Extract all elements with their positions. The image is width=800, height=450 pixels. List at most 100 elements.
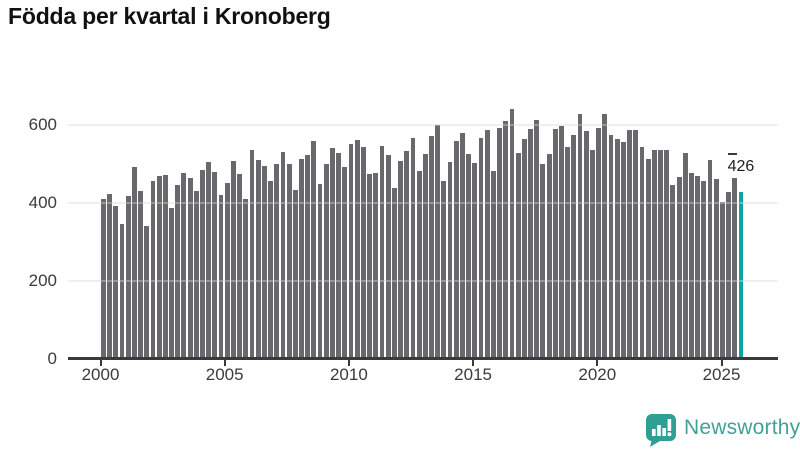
bar xyxy=(546,154,552,359)
chart-title: Födda per kvartal i Kronoberg xyxy=(8,3,331,29)
bar xyxy=(416,170,422,359)
bar xyxy=(336,153,342,359)
bar xyxy=(193,190,199,359)
bar xyxy=(447,162,453,359)
gridline-overlay-y-200 xyxy=(68,279,778,282)
newsworthy-logo: Newsworthy xyxy=(645,413,800,447)
bar xyxy=(713,178,719,359)
bar xyxy=(540,163,546,359)
value-label-dash xyxy=(727,153,737,156)
gridline-overlay-y-600 xyxy=(68,123,778,126)
bar xyxy=(484,129,490,359)
x-axis-tick xyxy=(596,359,599,366)
bar xyxy=(571,134,577,359)
bar xyxy=(360,146,366,359)
bar xyxy=(478,137,484,359)
icon-bar-2 xyxy=(657,424,661,436)
bar xyxy=(367,174,372,359)
bar xyxy=(534,120,540,359)
bar xyxy=(317,184,323,359)
bar xyxy=(292,189,298,359)
bar-value-label: 426 xyxy=(727,158,755,176)
y-axis-tick-label: 600 xyxy=(28,114,57,134)
bar xyxy=(162,175,168,359)
bar xyxy=(385,155,391,359)
bar xyxy=(720,201,725,359)
bar xyxy=(689,172,694,359)
bar xyxy=(237,174,243,359)
bar xyxy=(404,151,410,359)
bar xyxy=(590,150,595,359)
bar xyxy=(342,167,348,359)
y-axis-tick-label: 0 xyxy=(47,348,57,368)
bar xyxy=(466,154,472,359)
bar xyxy=(138,190,143,359)
bar xyxy=(348,143,354,359)
x-axis-tick xyxy=(223,359,226,366)
bar xyxy=(323,164,329,359)
bar xyxy=(410,137,416,359)
bar xyxy=(528,128,533,359)
bar xyxy=(627,130,632,359)
newsworthy-speech-bubble-bar-chart-icon xyxy=(646,413,676,447)
gridline-y-600 xyxy=(68,123,778,126)
bar xyxy=(472,163,478,359)
bar xyxy=(620,142,626,359)
bar xyxy=(453,140,459,359)
x-axis-tick xyxy=(347,359,350,366)
bar xyxy=(565,146,571,359)
bar xyxy=(614,138,620,359)
bar xyxy=(113,206,119,359)
bar xyxy=(286,163,292,359)
bar xyxy=(311,140,317,359)
bar xyxy=(596,127,602,359)
bar xyxy=(150,181,156,359)
bar xyxy=(131,167,137,359)
bar xyxy=(268,181,273,359)
bar xyxy=(608,134,614,359)
bar xyxy=(119,224,125,359)
bar xyxy=(125,196,131,359)
bar xyxy=(521,138,527,359)
bar xyxy=(398,161,403,359)
bar xyxy=(206,162,212,359)
bar xyxy=(181,172,187,359)
bar xyxy=(373,172,379,359)
bar xyxy=(583,131,589,359)
bar xyxy=(299,158,304,359)
bar xyxy=(651,150,657,359)
bar xyxy=(701,181,707,359)
bar xyxy=(435,125,441,359)
bar xyxy=(670,185,676,359)
bar xyxy=(224,183,230,359)
bar xyxy=(144,226,150,359)
bar xyxy=(280,151,286,359)
bar xyxy=(490,170,496,359)
bar xyxy=(249,150,255,359)
bar xyxy=(726,192,732,359)
bar xyxy=(422,154,428,359)
bar xyxy=(682,153,688,359)
gridline-overlay-y-400 xyxy=(68,201,778,204)
bar xyxy=(645,158,651,359)
bar xyxy=(707,159,713,359)
bar xyxy=(633,130,639,359)
bar xyxy=(391,188,397,359)
bar xyxy=(695,176,701,359)
bar xyxy=(101,198,106,359)
bar xyxy=(664,150,670,359)
x-axis-tick-label: 2010 xyxy=(329,365,368,384)
bar xyxy=(218,195,224,359)
bar xyxy=(175,185,181,359)
icon-exclamation-dot xyxy=(667,431,672,436)
bar xyxy=(230,160,236,359)
bar xyxy=(509,108,515,359)
bar xyxy=(255,159,261,359)
bar xyxy=(515,152,521,359)
bar xyxy=(107,193,113,359)
bar xyxy=(274,164,280,359)
bar xyxy=(261,166,267,359)
x-axis-tick xyxy=(720,359,723,366)
x-axis-tick-label: 2025 xyxy=(702,365,741,384)
